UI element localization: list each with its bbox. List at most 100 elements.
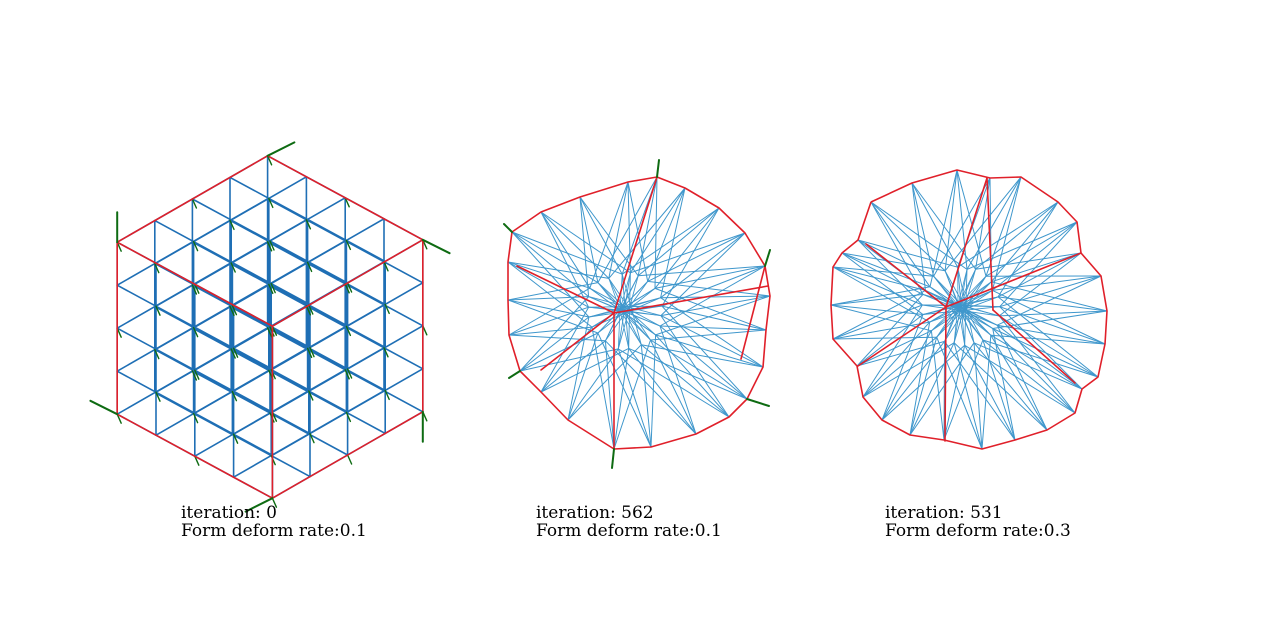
mesh-strut — [981, 334, 992, 450]
mesh-strut — [992, 310, 1108, 329]
load-vector — [305, 219, 312, 230]
mesh-strut — [956, 169, 987, 277]
mesh-strut — [966, 221, 1078, 270]
load-vector — [344, 283, 350, 294]
boundary-edge — [857, 306, 947, 367]
mesh-strut — [957, 268, 968, 306]
mesh-strut — [647, 187, 686, 282]
mesh-strut — [999, 221, 1078, 308]
load-vector — [266, 327, 273, 338]
deform-rate-label: Form deform rate:0.1 — [181, 521, 367, 541]
lattice-beam — [155, 347, 308, 437]
load-vector — [229, 305, 235, 317]
mesh-strut — [597, 282, 657, 336]
boundary-edge — [516, 265, 615, 314]
mesh-strut — [508, 334, 606, 342]
mesh-strut — [929, 169, 958, 288]
mesh-strut — [862, 321, 931, 398]
mesh-strut — [966, 176, 1022, 270]
mesh-strut — [613, 339, 651, 450]
mesh-strut — [637, 207, 720, 277]
mesh-strut — [629, 232, 746, 274]
mesh-strut — [508, 287, 591, 336]
load-vector — [194, 455, 200, 466]
mesh-strut — [943, 339, 984, 441]
mesh-strut — [957, 281, 992, 306]
load-vector — [271, 497, 278, 508]
mesh-strut — [830, 293, 924, 306]
load-vector — [194, 369, 200, 380]
load-vector — [309, 432, 315, 444]
mesh-strut — [953, 342, 983, 450]
mesh-strut — [579, 196, 599, 284]
load-vector — [309, 346, 315, 358]
mesh-strut — [990, 201, 1059, 283]
mesh-strut — [597, 176, 658, 284]
mesh-strut — [943, 340, 946, 441]
boundary-edge — [507, 176, 771, 450]
mesh-strut — [567, 316, 590, 421]
mesh-strut — [832, 304, 923, 340]
load-vector — [230, 348, 236, 359]
mesh-strut — [909, 342, 975, 436]
load-vector — [155, 305, 161, 316]
load-vector — [229, 219, 235, 231]
boundary-edge — [945, 252, 1082, 308]
mesh-strut — [579, 196, 639, 277]
boundary-edge — [116, 241, 274, 328]
mesh-strut — [911, 182, 926, 291]
mesh-strut — [856, 314, 924, 367]
mesh-strut — [617, 309, 621, 350]
load-vector — [155, 391, 161, 402]
load-vector — [191, 370, 198, 381]
mesh-strut — [605, 309, 621, 342]
mesh-strut — [957, 304, 984, 341]
reaction-vector — [611, 448, 615, 469]
mesh-strut — [660, 187, 686, 299]
mesh-strut — [588, 296, 621, 311]
load-vector — [194, 283, 200, 294]
boundary-edge — [865, 243, 947, 308]
mesh-strut — [519, 348, 619, 372]
mesh-strut — [991, 221, 1078, 291]
mesh-strut — [956, 169, 968, 270]
mesh-strut — [507, 261, 590, 308]
mesh-strut — [832, 266, 923, 306]
mesh-strut — [619, 309, 661, 327]
reaction-vector — [656, 159, 660, 178]
mesh-strut — [862, 304, 923, 398]
load-vector — [230, 262, 236, 273]
mesh-strut — [647, 280, 771, 297]
mesh-strut — [650, 329, 767, 341]
load-vector — [384, 303, 390, 315]
mesh-strut — [640, 344, 730, 418]
mesh-strut — [953, 342, 1048, 431]
boundary-edge — [540, 312, 615, 371]
mesh-strut — [997, 252, 1082, 298]
mesh-strut — [608, 181, 629, 279]
mesh-strut — [997, 296, 1108, 312]
mesh-strut — [982, 339, 1076, 414]
mesh-strut — [957, 304, 992, 336]
load-vector — [306, 261, 313, 273]
mesh-strut — [841, 252, 924, 315]
load-vector — [154, 262, 160, 274]
mesh-strut — [996, 324, 1083, 390]
deform-rate-label: Form deform rate:0.3 — [885, 521, 1071, 541]
mesh-strut — [991, 289, 1106, 345]
mesh-strut — [619, 309, 651, 341]
mesh-strut — [579, 196, 623, 275]
mesh-strut — [660, 232, 746, 299]
mesh-strut — [856, 330, 932, 367]
mesh-strut — [511, 231, 590, 318]
mesh-strut — [508, 306, 590, 336]
mesh-strut — [870, 201, 924, 295]
mesh-strut — [990, 281, 1108, 312]
mesh-strut — [507, 261, 610, 279]
mesh-strut — [659, 325, 748, 400]
mesh-strut — [973, 342, 1048, 431]
mesh-strut — [911, 182, 935, 277]
mesh-strut — [650, 334, 657, 448]
load-vector — [231, 390, 238, 402]
